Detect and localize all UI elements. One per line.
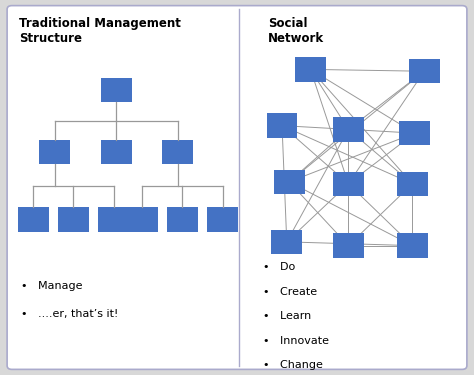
FancyBboxPatch shape [409,59,439,83]
FancyBboxPatch shape [18,207,48,232]
FancyBboxPatch shape [333,172,364,196]
FancyBboxPatch shape [207,207,238,232]
FancyBboxPatch shape [98,207,129,232]
Text: •   Create: • Create [263,287,317,297]
Text: •   Change: • Change [263,360,323,370]
Text: •   Manage: • Manage [21,281,83,291]
FancyBboxPatch shape [162,140,193,164]
FancyBboxPatch shape [333,233,364,258]
FancyBboxPatch shape [397,233,428,258]
FancyBboxPatch shape [271,230,302,254]
Text: •   ....er, that’s it!: • ....er, that’s it! [21,309,118,320]
FancyBboxPatch shape [333,117,364,141]
FancyBboxPatch shape [7,6,467,369]
Text: Social
Network: Social Network [268,17,324,45]
FancyBboxPatch shape [39,140,70,164]
Text: •   Learn: • Learn [263,311,311,321]
FancyBboxPatch shape [58,207,89,232]
FancyBboxPatch shape [100,78,131,102]
FancyBboxPatch shape [100,140,131,164]
FancyBboxPatch shape [274,170,304,194]
FancyBboxPatch shape [127,207,157,232]
FancyBboxPatch shape [295,57,326,82]
Text: •   Innovate: • Innovate [263,336,329,346]
FancyBboxPatch shape [266,113,298,138]
FancyBboxPatch shape [399,121,430,145]
Text: •   Do: • Do [263,262,295,273]
Text: Traditional Management
Structure: Traditional Management Structure [19,17,181,45]
FancyBboxPatch shape [397,172,428,196]
FancyBboxPatch shape [167,207,198,232]
